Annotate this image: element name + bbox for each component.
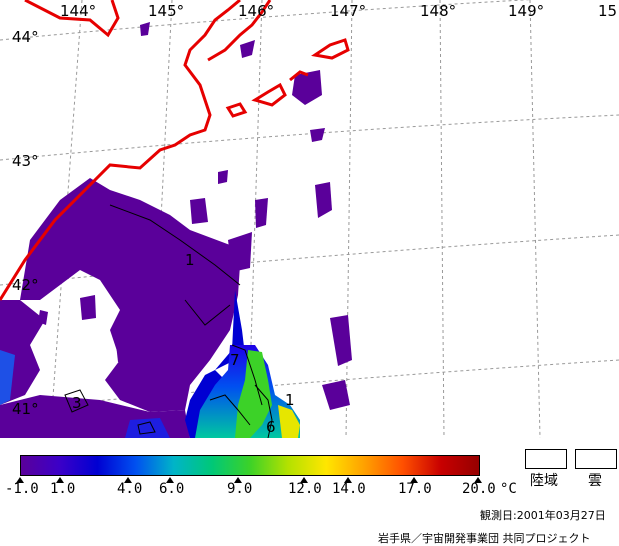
lon-label-147: 147°	[330, 2, 366, 20]
contour-label-1: 1	[185, 251, 195, 269]
tick-label: 1.0	[50, 481, 76, 497]
contour-7	[231, 344, 263, 406]
coastline-iturup	[311, 38, 350, 60]
land-legend-box	[525, 449, 567, 469]
meridian-149	[529, 0, 541, 438]
coastline-hokkaido	[0, 0, 241, 301]
tick-mark	[234, 477, 242, 483]
coastline-habomai	[225, 102, 248, 118]
coastline-north	[24, 0, 120, 38]
parallel-43	[0, 114, 619, 161]
meridian-144	[49, 0, 83, 438]
sst-region-green	[235, 350, 272, 438]
lon-label-149: 149°	[508, 2, 544, 20]
sst-region-main	[20, 178, 240, 412]
lat-label-44: 44°	[12, 28, 39, 46]
lat-label-41: 41°	[12, 400, 39, 418]
sst-fragments	[38, 22, 352, 410]
tick-mark	[474, 477, 482, 483]
sst-region-warm-blue	[185, 290, 245, 438]
coastline	[0, 0, 350, 301]
parallel-42	[0, 234, 619, 286]
coastline-kunashiri	[207, 0, 272, 62]
meridian-145	[149, 0, 173, 438]
tick-mark	[410, 477, 418, 483]
lon-label-148: 148°	[420, 2, 456, 20]
observation-date: 観測日:2001年03月27日	[480, 509, 606, 522]
meridian-148	[439, 0, 445, 438]
cloud-legend-label: 雲	[588, 473, 602, 489]
contour-label-3: 3	[72, 394, 82, 412]
sst-field	[0, 22, 352, 438]
tick-label: 9.0	[227, 481, 253, 497]
contour-label-1b: 1	[285, 391, 295, 409]
sst-map: 144° 145° 146° 147° 148° 149° 15 44° 43°…	[0, 0, 619, 438]
longitude-labels: 144° 145° 146° 147° 148° 149° 15	[60, 2, 617, 20]
contours	[64, 204, 273, 438]
parallel-41	[0, 359, 619, 411]
land-legend-label: 陸域	[530, 473, 558, 489]
unit-label: °C	[500, 481, 517, 497]
latitude-labels: 44° 43° 42° 41°	[12, 28, 39, 418]
meridian-146	[247, 0, 263, 438]
lon-label-144: 144°	[60, 2, 96, 20]
contour-3	[64, 389, 89, 413]
tick-mark	[56, 477, 64, 483]
cloud-legend-box	[575, 449, 617, 469]
tick-label: 20.0	[462, 481, 496, 497]
meridian-147	[345, 0, 353, 438]
tick-mark	[124, 477, 132, 483]
tick-label: 4.0	[117, 481, 143, 497]
coastline-shikotan	[251, 82, 287, 107]
sst-region-blue-spot	[125, 418, 170, 438]
tick-label: 12.0	[288, 481, 322, 497]
contour-1b	[184, 299, 231, 326]
contour-labels: 1 7 3 6 1	[72, 251, 295, 436]
tick-label: 14.0	[332, 481, 366, 497]
contour-label-7: 7	[230, 351, 240, 369]
sst-region-yellow	[278, 405, 300, 438]
sst-colorbar	[20, 455, 480, 476]
lon-label-146: 146°	[238, 2, 274, 20]
coastline-east	[289, 70, 309, 82]
project-credit: 岩手県／宇宙開発事業団 共同プロジェクト	[378, 532, 591, 545]
contour-1	[109, 204, 241, 286]
contour-6	[254, 384, 273, 438]
lat-label-43: 43°	[12, 152, 39, 170]
contour-warm-a	[209, 394, 251, 426]
tick-mark	[16, 477, 24, 483]
tick-label: 17.0	[398, 481, 432, 497]
lon-label-150: 15	[598, 2, 617, 20]
tick-label: 6.0	[159, 481, 185, 497]
tick-label: -1.0	[5, 481, 39, 497]
tick-mark	[300, 477, 308, 483]
contour-spot	[137, 421, 156, 435]
sst-region-blue-west	[0, 350, 15, 405]
lat-label-42: 42°	[12, 276, 39, 294]
contour-label-6: 6	[266, 418, 276, 436]
tick-mark	[344, 477, 352, 483]
tick-mark	[166, 477, 174, 483]
lon-label-145: 145°	[148, 2, 184, 20]
graticule	[0, 0, 619, 438]
